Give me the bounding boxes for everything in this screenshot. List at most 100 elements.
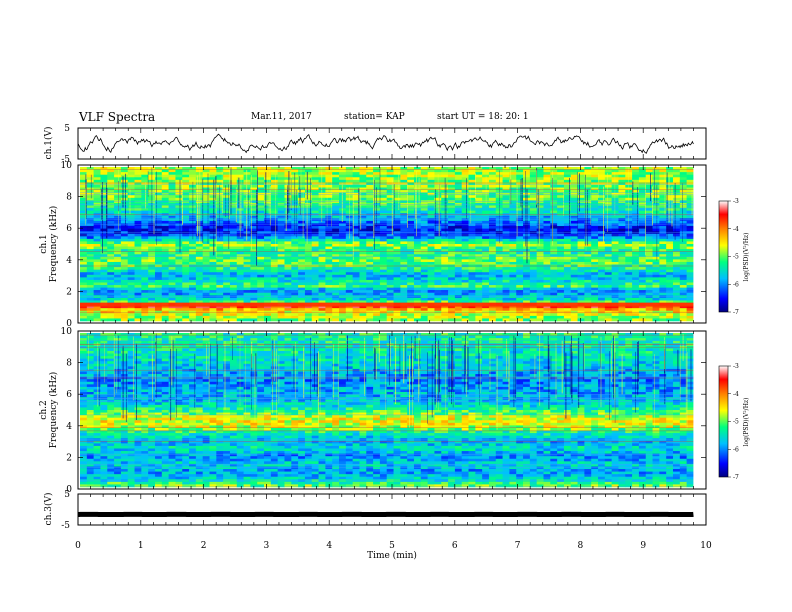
spectrogram-cell xyxy=(168,169,176,173)
spectrogram-cell xyxy=(257,279,265,283)
spectrogram-cell xyxy=(516,269,524,273)
spectrogram-cell xyxy=(434,287,442,291)
spectrogram-cell xyxy=(257,261,265,265)
spectrogram-cell xyxy=(189,215,197,219)
spectrogram-cell xyxy=(366,220,374,224)
spectrogram-cell xyxy=(482,269,490,273)
spectrogram-cell xyxy=(107,272,115,276)
spectrogram-cell xyxy=(536,215,544,219)
spectrogram-cell xyxy=(550,208,558,211)
spectrogram-cell xyxy=(80,249,88,252)
spectrogram-cell xyxy=(454,238,462,242)
spectrogram-cell xyxy=(168,254,176,258)
spectrogram-cell xyxy=(250,197,258,201)
spectrogram-cell xyxy=(454,192,462,196)
spectrogram-cell xyxy=(434,167,442,170)
spectrogram-cell xyxy=(529,177,537,181)
spectrogram-cell xyxy=(468,208,476,211)
spectrogram-cell xyxy=(468,220,476,224)
spectrogram-cell xyxy=(80,277,88,281)
spectrogram-cell xyxy=(148,238,156,242)
spectrogram-cell xyxy=(291,256,299,260)
spectrogram-cell xyxy=(291,285,299,288)
spectrogram-cell xyxy=(257,277,265,281)
spectrogram-cell xyxy=(625,285,633,288)
spectrogram-cell xyxy=(332,261,340,265)
spectrogram-cell xyxy=(577,305,585,309)
spectrogram-cell xyxy=(223,228,231,232)
spectrogram-cell xyxy=(189,169,197,173)
spectrogram-cell xyxy=(475,236,483,240)
spectrogram-cell xyxy=(529,228,537,232)
spectrogram-cell xyxy=(189,246,197,250)
spectrogram-cell xyxy=(311,300,319,304)
spectrogram-cell xyxy=(563,259,572,263)
spectrogram-cell xyxy=(168,179,176,183)
spectrogram-cell xyxy=(570,251,578,255)
spectrogram-cell xyxy=(468,274,476,278)
spectrogram-cell xyxy=(495,290,503,294)
spectrogram-cell xyxy=(584,274,592,278)
spectrogram-cell xyxy=(107,213,115,217)
spectrogram-cell xyxy=(318,192,326,196)
spectrogram-cell xyxy=(114,172,122,175)
spectrogram-cell xyxy=(236,274,244,278)
spectrogram-cell xyxy=(638,241,647,245)
spectrogram-cell xyxy=(420,282,428,286)
spectrogram-cell xyxy=(366,295,374,299)
spectrogram-cell xyxy=(482,179,490,183)
spectrogram-cell xyxy=(339,220,347,224)
spectrogram-cell xyxy=(563,269,572,273)
spectrogram-cell xyxy=(325,308,333,312)
spectrogram-cell xyxy=(448,254,456,258)
spectrogram-cell xyxy=(420,277,428,281)
spectrogram-cell xyxy=(359,228,367,232)
spectrogram-cell xyxy=(229,267,238,270)
spectrogram-cell xyxy=(686,208,694,211)
spectrogram-cell xyxy=(393,213,401,217)
spectrogram-cell xyxy=(448,297,456,301)
spectrogram-cell xyxy=(686,187,694,191)
spectrogram-cell xyxy=(318,213,326,217)
spectrogram-cell xyxy=(611,246,619,250)
spectrogram-cell xyxy=(257,249,265,252)
spectrogram-cell xyxy=(223,272,231,276)
spectrogram-cell xyxy=(168,192,176,196)
spectrogram-cell xyxy=(632,228,640,232)
spectrogram-cell xyxy=(195,167,203,170)
spectrogram-cell xyxy=(454,279,462,283)
spectrogram-cell xyxy=(645,205,653,209)
spectrogram-cell xyxy=(229,279,238,283)
spectrogram-cell xyxy=(659,169,667,173)
spectrogram-cell xyxy=(645,241,653,245)
spectrogram-cell xyxy=(448,244,456,247)
spectrogram-cell xyxy=(114,226,122,229)
spectrogram-cell xyxy=(666,277,674,281)
spectrogram-cell xyxy=(604,215,612,219)
spectrogram-cell xyxy=(141,228,149,232)
spectrogram-cell xyxy=(584,300,592,304)
spectrogram-cell xyxy=(284,249,292,252)
spectrogram-cell xyxy=(345,231,353,235)
spectrogram-cell xyxy=(257,300,265,304)
spectrogram-cell xyxy=(672,197,681,201)
spectrogram-cell xyxy=(686,190,694,193)
spectrogram-cell xyxy=(488,300,497,304)
spectrogram-cell xyxy=(291,249,299,252)
spectrogram-cell xyxy=(570,256,578,260)
spectrogram-cell xyxy=(298,259,306,263)
spectrogram-cell xyxy=(127,208,135,211)
spectrogram-cell xyxy=(448,174,456,178)
spectrogram-cell xyxy=(229,251,238,255)
spectrogram-cell xyxy=(618,279,626,283)
spectrogram-cell xyxy=(516,256,524,260)
spectrogram-cell xyxy=(584,236,592,240)
spectrogram-cell xyxy=(311,210,319,214)
spectrogram-cell xyxy=(645,236,653,240)
spectrogram-cell xyxy=(229,244,238,247)
spectrogram-cell xyxy=(339,274,347,278)
spectrogram-cell xyxy=(611,205,619,209)
spectrogram-cell xyxy=(400,236,408,240)
spectrogram-cell xyxy=(229,174,238,178)
spectrogram-cell xyxy=(563,254,572,258)
